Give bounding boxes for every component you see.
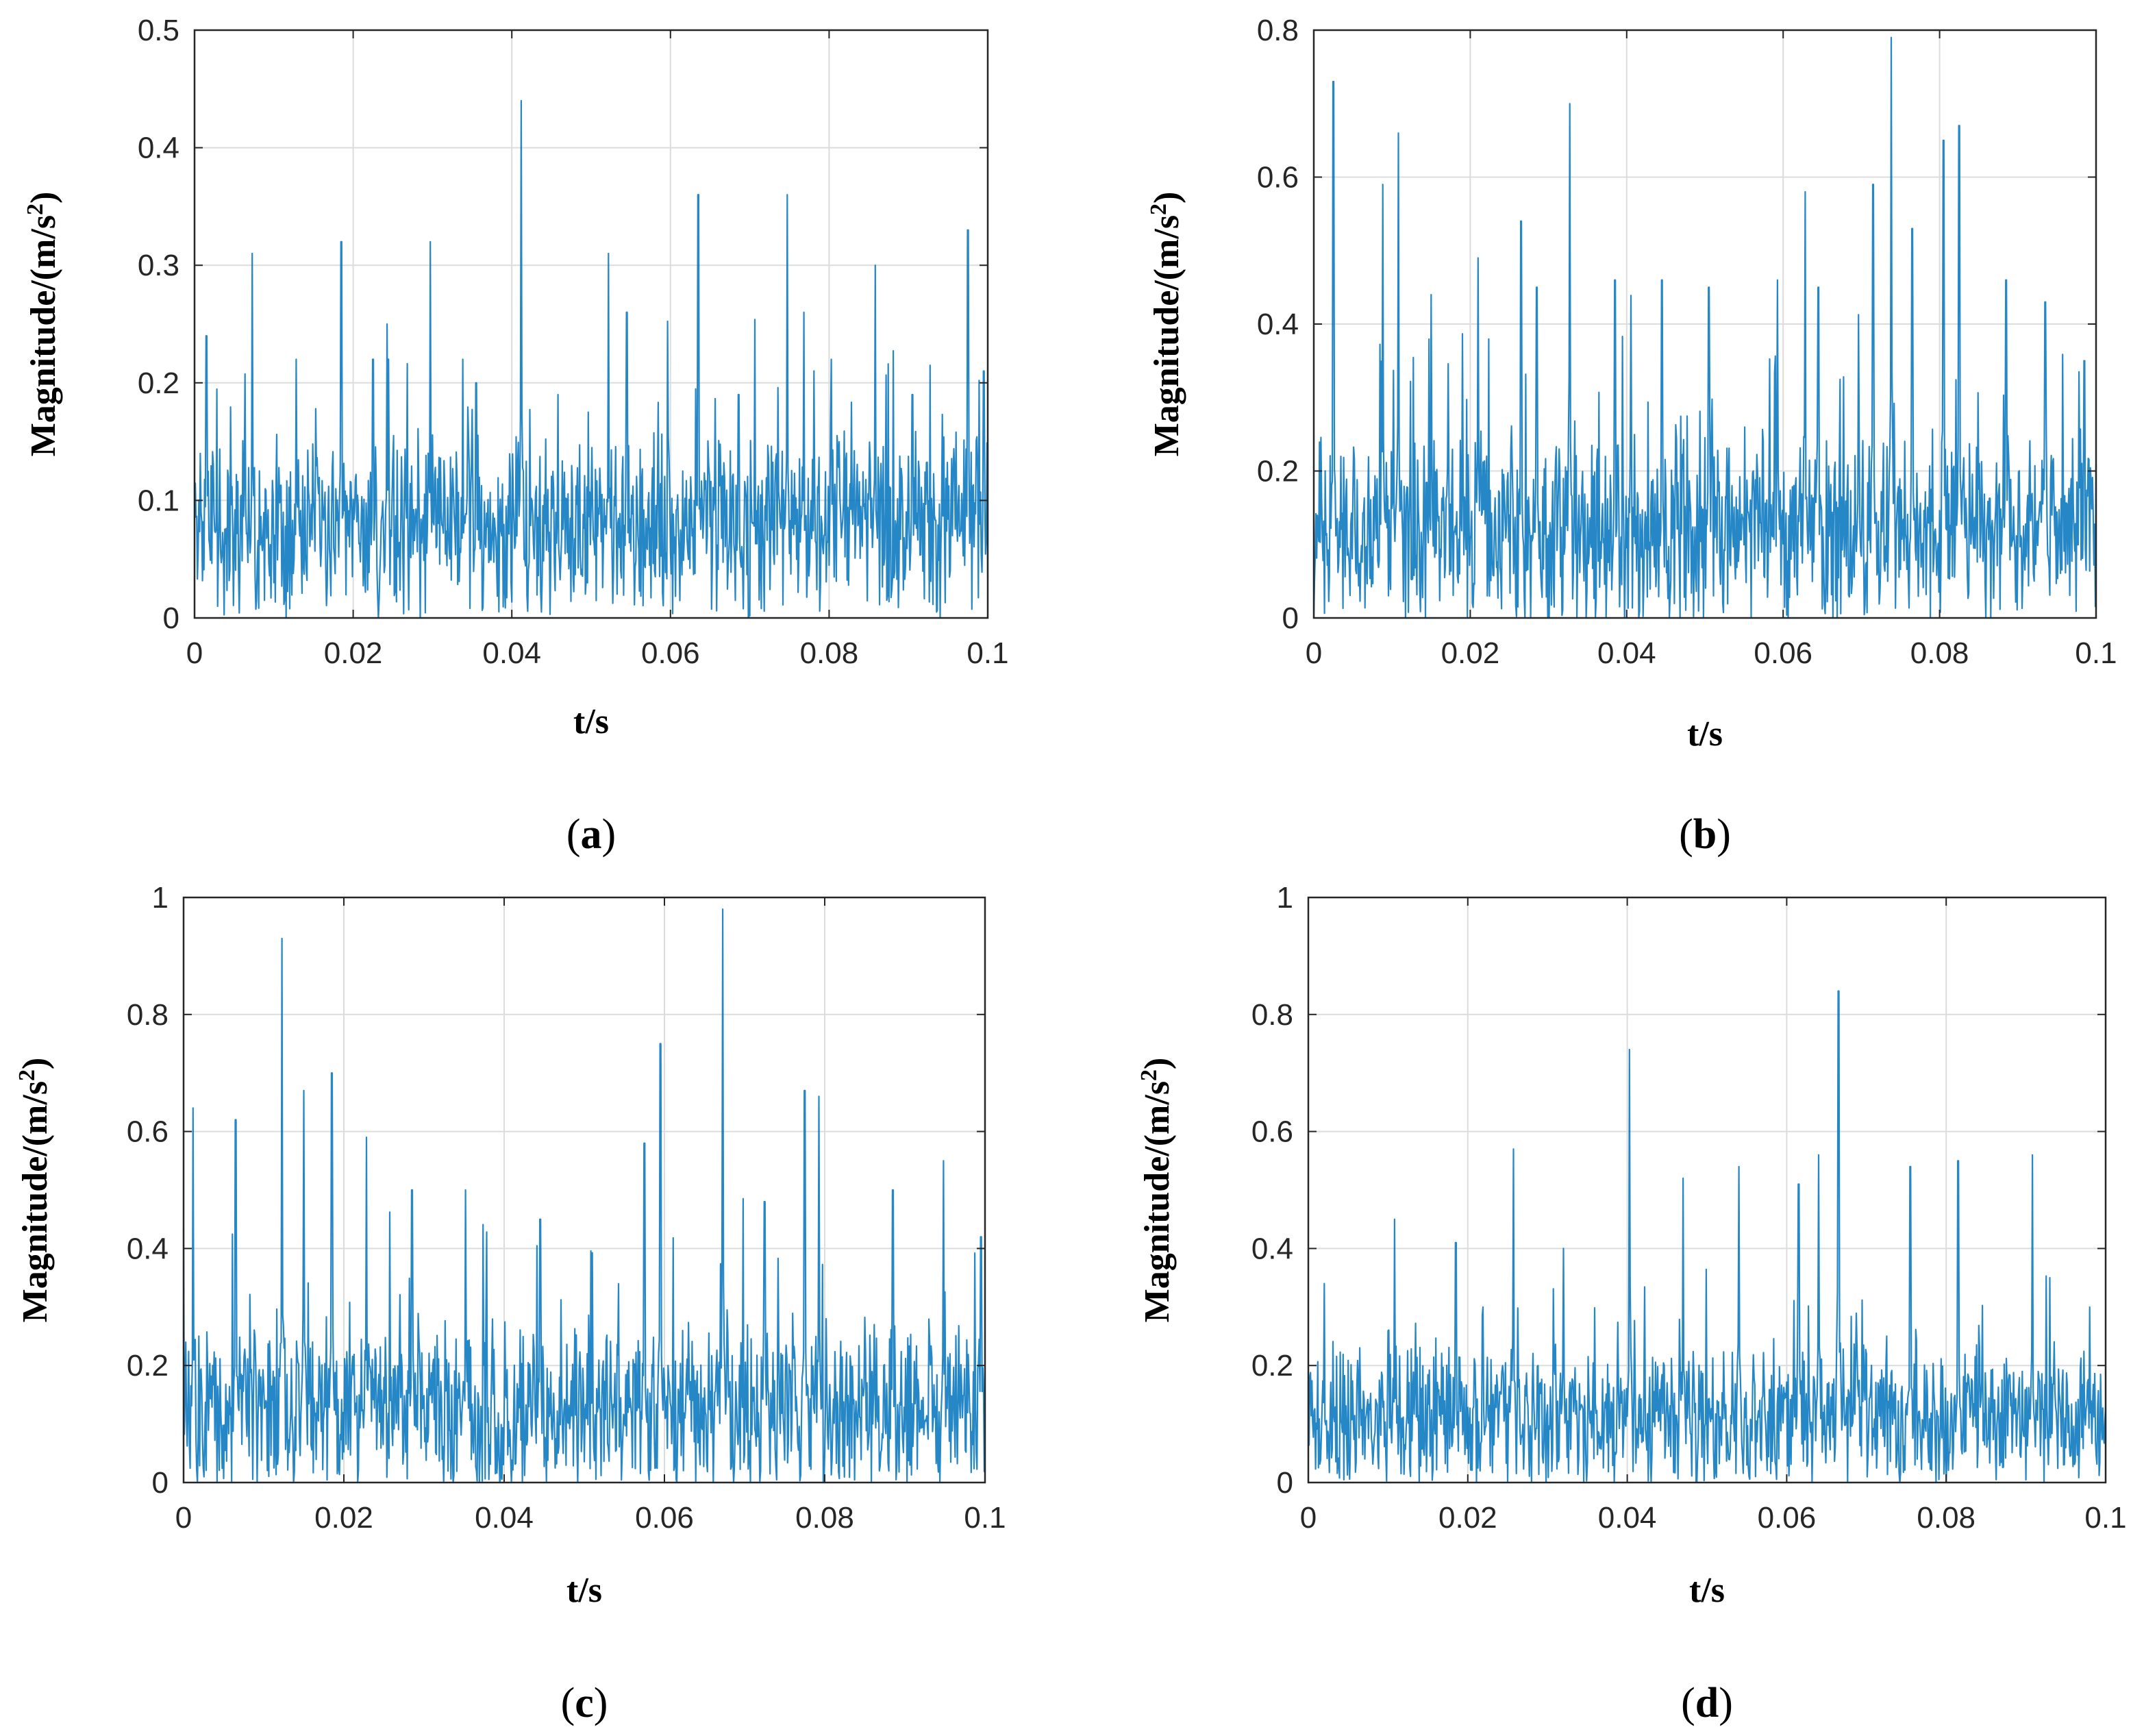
axes-box bbox=[1307, 896, 2107, 1484]
x-axis-label: t/s bbox=[1689, 1571, 1725, 1610]
y-tick-label: 0 bbox=[1277, 1466, 1293, 1500]
x-tick-label: 0.08 bbox=[1910, 636, 1969, 670]
x-tick-label: 0.1 bbox=[2075, 636, 2117, 670]
x-tick-label: 0 bbox=[1306, 636, 1322, 670]
signal-line bbox=[1307, 990, 2107, 1484]
x-tick-label: 0 bbox=[175, 1501, 192, 1535]
axes-box bbox=[182, 896, 986, 1484]
x-axis-label: t/s bbox=[566, 1571, 602, 1610]
y-tick-label: 0 bbox=[152, 1466, 169, 1500]
x-tick-label: 0.1 bbox=[964, 1501, 1006, 1535]
x-axis-label: t/s bbox=[1687, 715, 1723, 754]
y-tick-label: 0.4 bbox=[1251, 1232, 1293, 1265]
y-tick-label: 0 bbox=[1282, 602, 1299, 635]
panel-label: (a) bbox=[566, 811, 616, 858]
y-axis-label: Magnitude/(m/s2) bbox=[14, 1058, 55, 1323]
x-tick-label: 0 bbox=[186, 636, 203, 670]
x-tick-label: 0.04 bbox=[1598, 1501, 1657, 1535]
axes-box bbox=[193, 29, 989, 619]
x-axis-label: t/s bbox=[573, 702, 609, 741]
signal-line bbox=[1312, 36, 2097, 619]
y-tick-label: 0.3 bbox=[138, 249, 179, 282]
y-tick-label: 0.4 bbox=[127, 1232, 169, 1265]
y-tick-label: 0.2 bbox=[138, 367, 179, 400]
y-tick-label: 0.5 bbox=[138, 14, 179, 47]
y-tick-label: 0.6 bbox=[1251, 1115, 1293, 1149]
x-tick-label: 0.08 bbox=[800, 636, 859, 670]
y-tick-label: 1 bbox=[1277, 881, 1293, 915]
y-tick-label: 0.2 bbox=[1251, 1349, 1293, 1382]
panel-label: (c) bbox=[561, 1680, 608, 1726]
x-tick-label: 0.06 bbox=[1758, 1501, 1817, 1535]
y-tick-label: 0.8 bbox=[1257, 14, 1299, 47]
x-tick-label: 0.04 bbox=[1597, 636, 1656, 670]
chart-panel-b: 0 0.02 0.04 0.06 0.08 0.1 0 0.2 0.4 0.6 0.8 t/s Magn… bbox=[1146, 14, 2117, 858]
y-tick-label: 0.4 bbox=[138, 132, 179, 165]
x-tick-label: 0.02 bbox=[314, 1501, 373, 1535]
y-tick-label: 0.2 bbox=[127, 1349, 169, 1382]
x-tick-label: 0.02 bbox=[1441, 636, 1500, 670]
x-tick-label: 0.04 bbox=[475, 1501, 534, 1535]
x-tick-label: 0.06 bbox=[641, 636, 700, 670]
x-tick-label: 0 bbox=[1300, 1501, 1317, 1535]
signal-line bbox=[182, 908, 986, 1484]
chart-panel-a: 0 0.02 0.04 0.06 0.08 0.1 0 0.1 0.2 0.3 0.4 0.5 t/s M… bbox=[23, 14, 1009, 858]
x-tick-label: 0.06 bbox=[635, 1501, 694, 1535]
y-axis-label: Magnitude/(m/s2) bbox=[1136, 1058, 1177, 1323]
y-tick-label: 0.6 bbox=[1257, 161, 1299, 195]
x-tick-label: 0.02 bbox=[324, 636, 383, 670]
signal-line bbox=[193, 99, 989, 619]
y-tick-label: 0.8 bbox=[127, 998, 169, 1032]
panel-label: (b) bbox=[1679, 811, 1731, 858]
y-tick-label: 0.6 bbox=[127, 1115, 169, 1149]
y-axis-label: Magnitude/(m/s2) bbox=[1146, 192, 1187, 457]
x-tick-label: 0.06 bbox=[1754, 636, 1812, 670]
x-tick-label: 0.08 bbox=[795, 1501, 854, 1535]
x-tick-label: 0.02 bbox=[1438, 1501, 1497, 1535]
y-tick-label: 0.4 bbox=[1257, 308, 1299, 341]
x-tick-label: 0.1 bbox=[967, 636, 1008, 670]
panel-label: (d) bbox=[1681, 1680, 1733, 1726]
y-tick-label: 0.1 bbox=[138, 484, 179, 517]
y-tick-label: 0.8 bbox=[1251, 998, 1293, 1032]
y-axis-label: Magnitude/(m/s2) bbox=[23, 192, 64, 457]
chart-panel-d: 0 0.02 0.04 0.06 0.08 0.1 0 0.2 0.4 0.6 0.8 1 t/s Mag… bbox=[1136, 881, 2127, 1726]
y-tick-label: 1 bbox=[152, 881, 169, 915]
x-tick-label: 0.08 bbox=[1917, 1501, 1975, 1535]
x-tick-label: 0.04 bbox=[482, 636, 541, 670]
x-tick-label: 0.1 bbox=[2084, 1501, 2126, 1535]
y-tick-label: 0.2 bbox=[1257, 455, 1299, 488]
y-tick-label: 0 bbox=[163, 602, 179, 635]
chart-panel-c: 0 0.02 0.04 0.06 0.08 0.1 0 0.2 0.4 0.6 0.8 1 t/s Mag… bbox=[14, 881, 1006, 1726]
